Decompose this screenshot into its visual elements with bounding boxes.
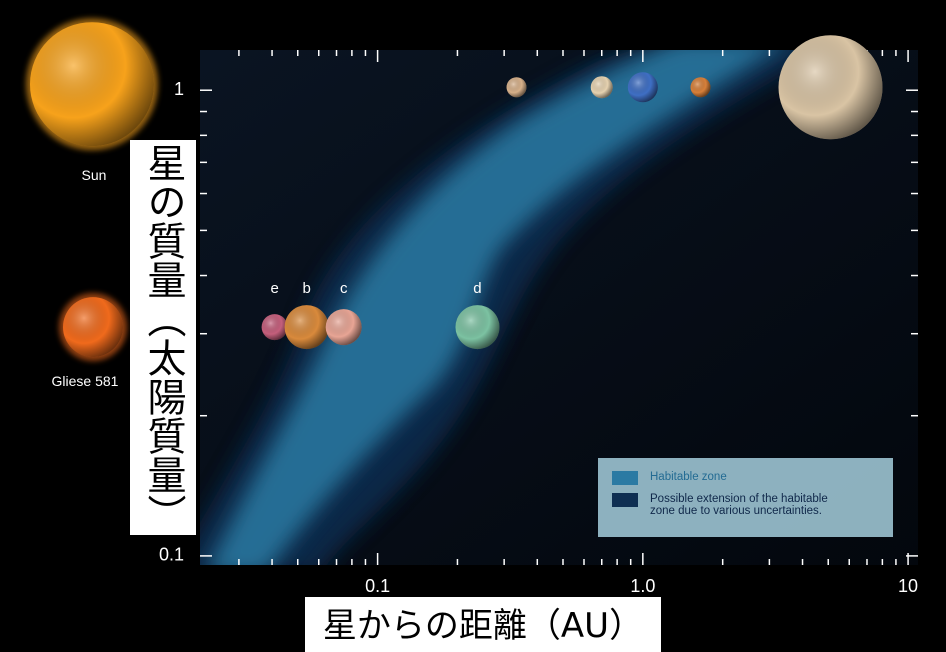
y-axis-label: 星の質量（太陽質量） xyxy=(130,140,196,535)
legend-swatch xyxy=(612,471,638,485)
planet-label: b xyxy=(302,280,310,297)
planet-shade xyxy=(284,305,329,350)
legend-swatch xyxy=(612,493,638,507)
legend-item: Possible extension of the habitable zone… xyxy=(612,493,852,517)
planet-shade xyxy=(261,314,288,341)
x-tick-label: 1.0 xyxy=(630,576,655,596)
legend-label: Possible extension of the habitable zone… xyxy=(650,493,828,517)
planet-shade xyxy=(325,309,362,346)
habitable-zone xyxy=(200,50,827,565)
legend-item: Habitable zone xyxy=(612,471,727,485)
star-label: Gliese 581 xyxy=(52,373,119,389)
x-axis-label: 星からの距離（AU） xyxy=(305,597,661,652)
legend: Habitable zone Possible extension of the… xyxy=(598,458,893,537)
legend-label: Habitable zone xyxy=(650,471,727,483)
planet-shade xyxy=(590,76,613,99)
star-label: Sun xyxy=(82,167,107,183)
y-tick-label: 1 xyxy=(174,79,184,99)
planet-shade xyxy=(690,77,711,98)
planet-shade xyxy=(455,305,500,350)
y-tick-label: 0.1 xyxy=(159,545,184,565)
x-tick-label: 10 xyxy=(898,576,918,596)
planet-shade xyxy=(778,35,883,140)
planet-shade xyxy=(506,77,527,98)
planet-label: e xyxy=(270,280,278,297)
habitable-band xyxy=(209,50,775,565)
x-tick-label: 0.1 xyxy=(365,576,390,596)
star-shade xyxy=(63,297,123,358)
planet-label: d xyxy=(473,280,481,297)
planet-shade xyxy=(627,72,658,103)
planet-label: c xyxy=(340,280,348,297)
star-shade xyxy=(30,22,154,147)
